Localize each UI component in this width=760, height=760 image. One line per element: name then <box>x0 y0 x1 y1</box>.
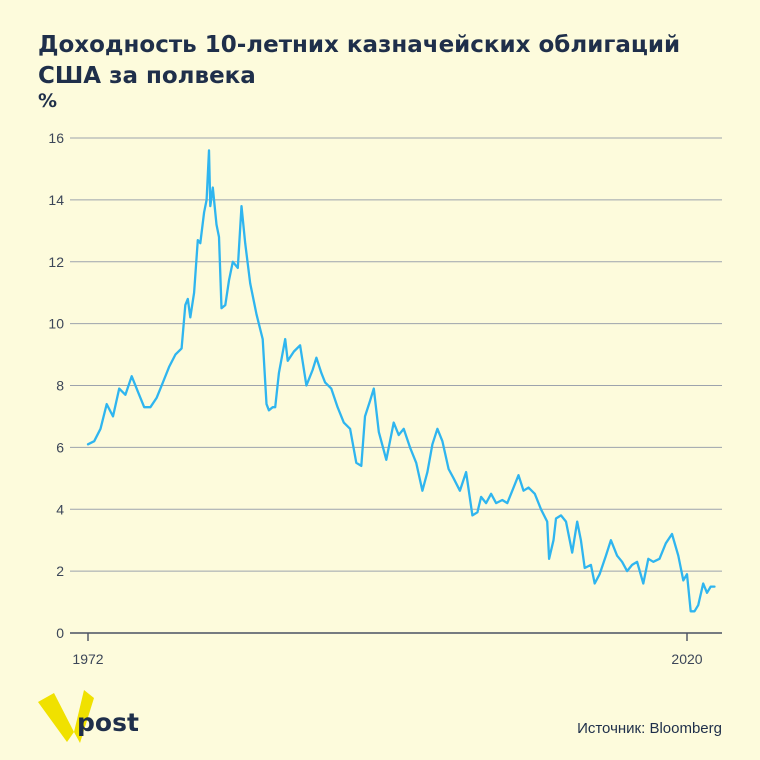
x-tick-label-2020: 2020 <box>671 651 702 667</box>
x-tick-label-1972: 1972 <box>72 651 103 667</box>
vpost-logo <box>36 688 156 748</box>
y-tick-label-4: 4 <box>56 501 64 517</box>
y-tick-label-10: 10 <box>48 316 64 332</box>
y-tick-label-0: 0 <box>56 625 64 641</box>
y-tick-label-14: 14 <box>48 192 64 208</box>
grid-lines <box>70 137 722 634</box>
y-tick-label-6: 6 <box>56 439 64 455</box>
y-tick-label-12: 12 <box>48 254 64 270</box>
y-tick-labels: 0 2 4 6 8 10 12 14 16 <box>48 130 64 641</box>
y-tick-label-2: 2 <box>56 563 64 579</box>
source-note: Источник: Bloomberg <box>577 720 722 737</box>
y-axis-unit-label: % <box>38 90 58 112</box>
logo-v-mark <box>38 690 94 743</box>
y-tick-label-8: 8 <box>56 378 64 394</box>
y-tick-label-16: 16 <box>48 130 64 146</box>
yield-series-line <box>86 149 716 613</box>
x-ticks: 1972 2020 <box>72 633 703 667</box>
chart-title: Доходность 10-летних казначейских облига… <box>38 32 681 89</box>
logo-text: post <box>77 708 139 737</box>
